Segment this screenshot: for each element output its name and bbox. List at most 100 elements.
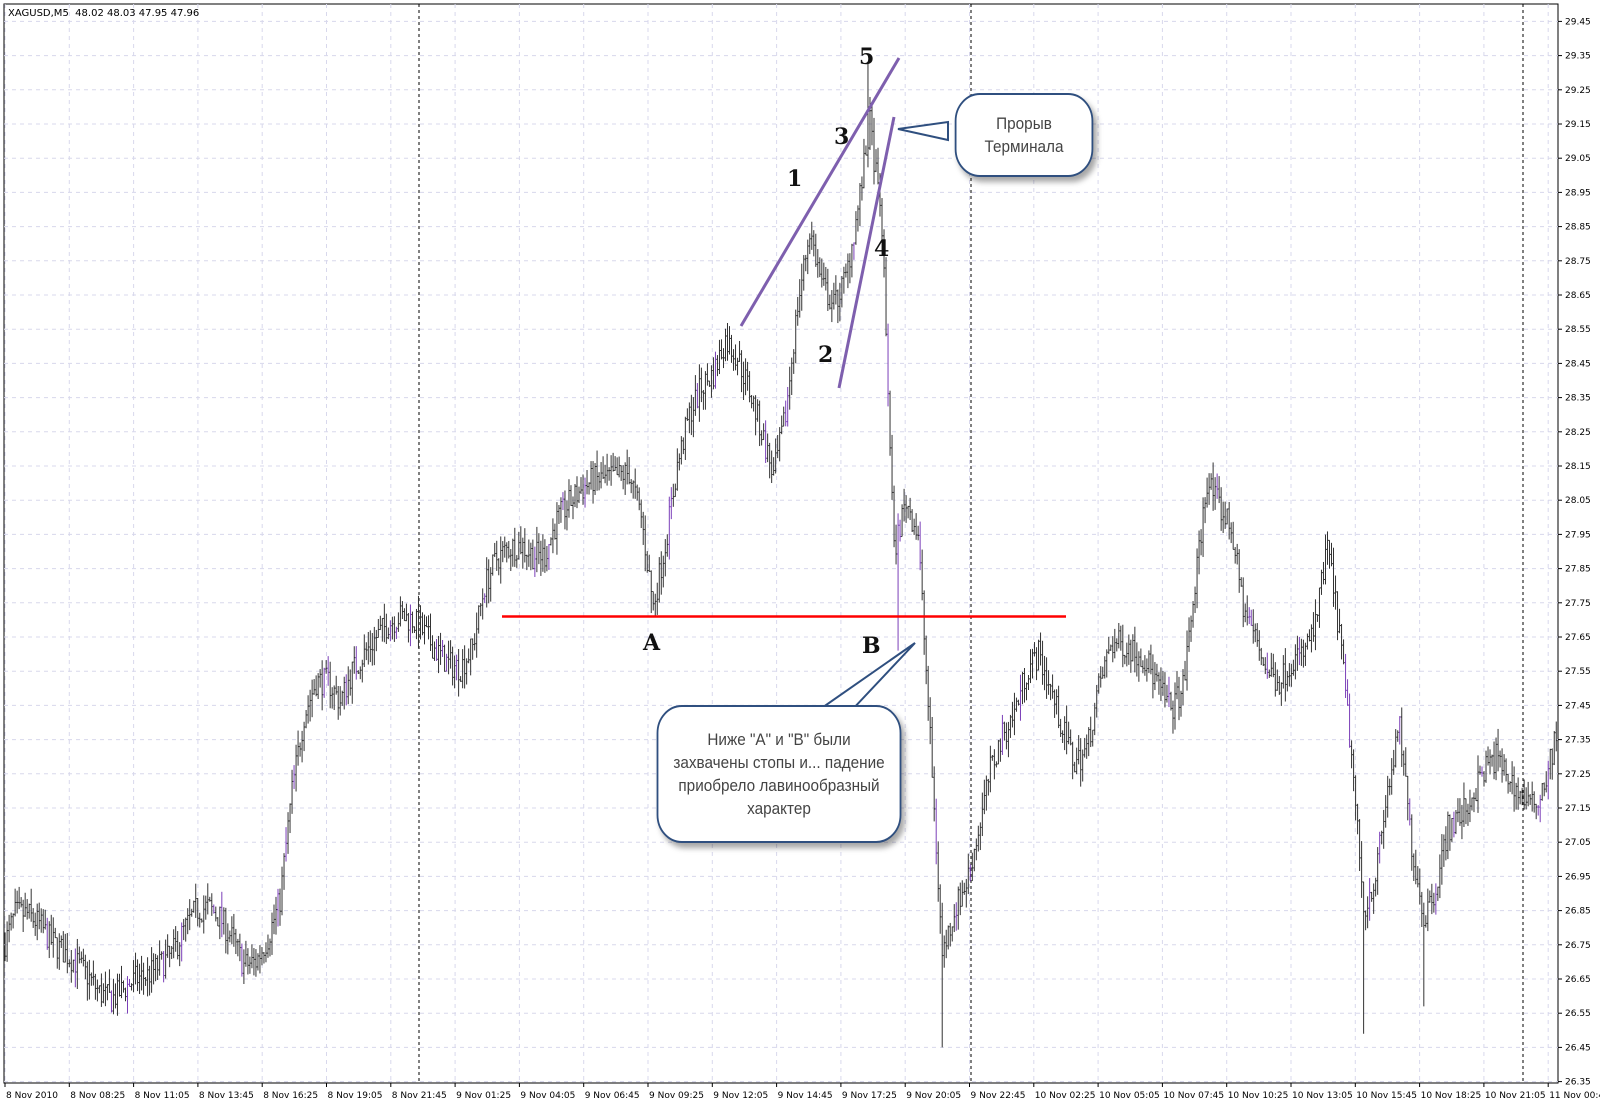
ohlc-bar [246,948,249,975]
ohlc-bar [780,415,783,435]
wave-4-label: 4 [874,236,890,262]
ohlc-bar [1089,716,1092,748]
upper-trend-line[interactable] [739,57,901,327]
ohlc-bar [806,239,809,275]
ohlc-bar [285,827,288,862]
ohlc-bar [268,938,271,957]
ohlc-bar [220,891,223,938]
ohlc-bar [60,935,63,949]
ohlc-bar [642,511,645,545]
ohlc-bar [449,640,452,669]
ohlc-bar [465,658,468,685]
ohlc-bar [202,895,205,934]
time-tick-label: 8 Nov 2010 [6,1091,58,1101]
ohlc-bar [80,951,83,964]
ohlc-bar [513,527,516,567]
ohlc-bar [1424,915,1427,928]
ohlc-bar [24,892,27,917]
ohlc-bar [1511,761,1514,795]
ohlc-bar [1535,803,1538,820]
ohlc-bar [618,456,621,478]
ohlc-bar [1428,890,1431,903]
ohlc-bar [12,913,15,929]
callout-pointer [897,120,949,142]
ohlc-bar [549,537,552,546]
ohlc-bar [483,593,486,603]
time-tick-label: 8 Nov 11:05 [135,1091,190,1101]
ohlc-bar [758,400,761,447]
ohlc-bar [1083,737,1086,758]
ohlc-bar [297,730,300,766]
ohlc-bar [491,554,494,576]
ohlc-bar [1015,697,1018,712]
ohlc-bar [1318,587,1321,628]
ohlc-bar [1348,693,1351,748]
callout-line: приобрело лавинообразный [678,776,880,795]
ohlc-bar [345,674,348,706]
ohlc-bar [1025,682,1028,701]
ohlc-bar [1358,819,1361,872]
ohlc-bar [260,947,263,966]
ohlc-bar [628,457,631,485]
ohlc-bar [431,635,434,659]
ohlc-bar [210,893,213,916]
ohlc-bar [1075,747,1078,775]
ohlc-bar [1466,803,1469,826]
ohlc-bar [678,453,681,471]
ohlc-bar [1256,623,1259,647]
ohlc-bar [1406,775,1409,821]
ohlc-bar [885,257,888,337]
ohlc-bar [1196,548,1199,609]
ohlc-bar [1296,635,1299,671]
ohlc-bar [218,906,221,940]
ohlc-bar [1454,810,1457,835]
ohlc-bar [732,349,735,371]
ohlc-bar [652,591,655,611]
ohlc-bar [897,513,900,651]
ohlc-bar [760,430,763,446]
ohlc-bar [1499,750,1502,768]
ohlc-bar [987,778,990,796]
ohlc-bar [834,275,837,305]
ohlc-bar [34,912,37,936]
ohlc-bar [1366,896,1369,929]
ohlc-bar [983,779,986,815]
time-tick-label: 9 Nov 09:25 [649,1091,704,1101]
lower-trend-line[interactable] [837,116,896,389]
ohlc-bar [447,640,450,675]
time-tick-label: 9 Nov 04:05 [520,1091,575,1101]
ohlc-bar [933,766,936,822]
ohlc-bar [1551,748,1554,780]
ohlc-bar [810,221,813,250]
ohlc-bar [1527,781,1530,807]
ohlc-bar [907,505,910,519]
ohlc-bar [270,912,273,955]
price-tick-label: 27.95 [1565,530,1591,540]
ohlc-bar [1410,814,1413,871]
ohlc-bar [1069,729,1072,746]
ohlc-bar [1198,530,1201,575]
ohlc-bar [148,965,151,996]
price-tick-label: 26.85 [1565,907,1591,917]
ohlc-bar [1117,622,1120,649]
ohlc-bar [889,390,892,456]
price-axis[interactable]: 29.45 29.35 29.25 29.15 29.05 28.95 28.85 28.75… [1558,17,1591,1088]
ohlc-bar [792,349,795,374]
price-tick-label: 26.75 [1565,941,1591,951]
ohlc-bar [319,669,322,688]
ohlc-bar [1035,647,1038,681]
ohlc-bar [349,669,352,696]
ohlc-bar [1386,775,1389,818]
ohlc-bar [1262,657,1265,666]
ohlc-bar [1503,754,1506,776]
ohlc-bar [381,617,384,642]
ohlc-bar [808,233,811,255]
time-tick-label: 10 Nov 07:45 [1163,1091,1224,1101]
ohlc-bar [830,290,833,323]
ohlc-bar [1470,797,1473,811]
ohlc-bar [198,912,201,928]
ohlc-bar [590,461,593,490]
ohlc-bar [870,105,873,146]
time-axis[interactable]: 8 Nov 2010 8 Nov 08:25 8 Nov 11:05 8 Nov 13… [4,1083,1600,1101]
